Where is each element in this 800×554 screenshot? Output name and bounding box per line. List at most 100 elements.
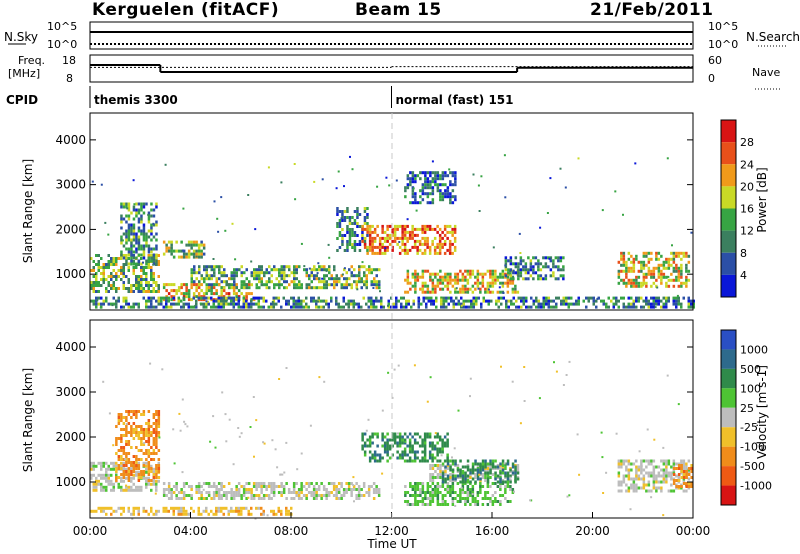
heat-cell — [330, 482, 333, 485]
heat-cell — [454, 272, 457, 276]
heat-cell — [605, 305, 608, 309]
heat-cell — [449, 201, 452, 205]
heat-cell — [414, 195, 417, 199]
heat-cell — [426, 180, 430, 184]
heat-cell — [582, 299, 585, 303]
power-ytick-1: 2000 — [55, 222, 86, 236]
heat-cell — [310, 274, 313, 278]
heat-cell — [316, 272, 319, 275]
heat-cell — [147, 452, 151, 455]
heat-cell — [395, 299, 398, 303]
heat-cell — [411, 177, 415, 181]
heat-cell — [265, 280, 268, 284]
heat-cell — [185, 283, 188, 287]
heat-cell — [409, 287, 412, 291]
heat-cell — [675, 302, 678, 306]
heat-cell — [95, 476, 98, 480]
heat-cell — [412, 299, 415, 303]
heat-cell — [650, 275, 653, 279]
heat-cell — [429, 500, 432, 503]
heat-cell — [368, 245, 372, 249]
heat-cell — [300, 286, 303, 290]
heat-cell — [130, 250, 133, 254]
heat-cell — [227, 509, 230, 513]
heat-cell — [225, 283, 228, 287]
heat-cell — [360, 488, 363, 491]
heat-cell — [300, 305, 303, 309]
heat-cell — [411, 450, 414, 454]
heat-cell — [509, 468, 512, 472]
heat-cell — [99, 306, 102, 309]
heat-cell — [511, 488, 515, 491]
heat-cell — [397, 364, 400, 367]
heat-cell — [95, 302, 98, 306]
heat-cell — [388, 184, 391, 187]
heat-cell — [515, 299, 518, 303]
heat-cell — [132, 473, 135, 477]
heat-cell — [172, 509, 175, 513]
heat-cell — [195, 271, 198, 275]
heat-cell — [630, 305, 633, 309]
heat-cell — [181, 471, 184, 474]
heat-cell — [675, 266, 678, 270]
heat-cell — [230, 299, 233, 303]
heat-cell — [451, 459, 455, 463]
heat-cell — [486, 281, 490, 285]
heat-cell — [366, 234, 369, 237]
heat-cell — [438, 227, 442, 231]
heat-cell — [172, 255, 176, 259]
heat-cell — [338, 234, 342, 237]
heat-cell — [140, 284, 143, 287]
heat-cell — [469, 494, 472, 497]
heat-cell — [436, 467, 440, 470]
heat-cell — [657, 296, 660, 300]
heat-cell — [346, 210, 349, 213]
heat-cell — [155, 512, 158, 516]
heat-cell — [635, 254, 638, 258]
heat-cell — [660, 281, 663, 285]
heat-cell — [120, 226, 123, 230]
heat-cell — [338, 231, 342, 234]
heat-cell — [672, 260, 676, 264]
heat-cell — [665, 477, 668, 481]
heat-cell — [516, 477, 520, 481]
heat-cell — [489, 284, 492, 288]
heat-cell — [292, 302, 295, 306]
heat-cell — [564, 186, 567, 189]
heat-cell — [160, 302, 163, 306]
heat-cell — [687, 467, 691, 470]
heat-cell — [625, 263, 628, 267]
heat-cell — [140, 257, 143, 260]
heat-cell — [387, 302, 390, 306]
heat-cell — [318, 376, 321, 379]
heat-cell — [182, 207, 185, 210]
heat-cell — [145, 479, 148, 483]
heat-cell — [436, 459, 439, 463]
heat-cell — [486, 284, 490, 288]
heat-cell — [190, 243, 193, 247]
heat-cell — [675, 263, 678, 267]
heat-cell — [509, 476, 512, 479]
heat-cell — [401, 450, 404, 454]
heat-cell — [386, 248, 389, 252]
heat-cell — [387, 305, 390, 309]
heat-cell — [110, 482, 113, 486]
heat-cell — [145, 235, 148, 239]
heat-cell — [352, 485, 356, 488]
heat-cell — [235, 286, 238, 290]
heat-cell — [645, 263, 648, 267]
heat-cell — [312, 497, 316, 500]
heat-cell — [92, 467, 95, 471]
heat-cell — [280, 491, 283, 494]
heat-cell — [185, 243, 188, 247]
heat-cell — [371, 453, 374, 457]
heat-cell — [155, 479, 158, 483]
heat-cell — [682, 459, 686, 463]
heat-cell — [524, 265, 528, 269]
heat-cell — [494, 281, 497, 285]
heat-cell — [160, 299, 163, 303]
heat-cell — [287, 299, 290, 303]
heat-cell — [127, 247, 131, 251]
heat-cell — [537, 277, 540, 281]
heat-cell — [210, 485, 213, 488]
